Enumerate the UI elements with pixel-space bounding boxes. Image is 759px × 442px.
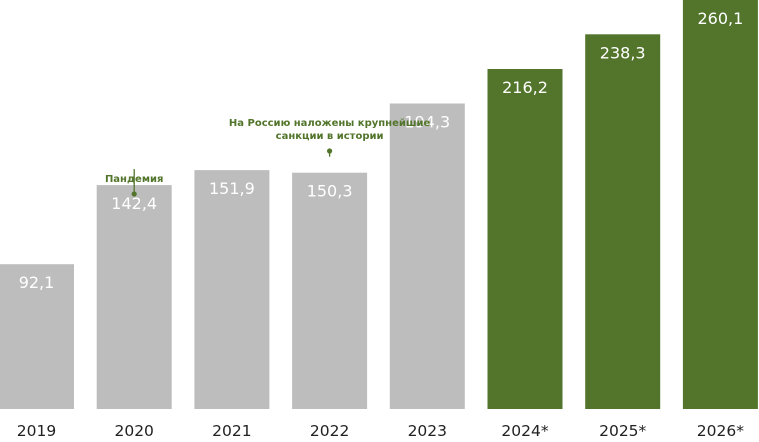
annotation-text: На Россию наложены крупнейшие <box>229 118 431 129</box>
bar-2020 <box>96 185 172 409</box>
bar-2023 <box>389 103 465 409</box>
value-label-2023: 194,3 <box>404 113 450 132</box>
annotation-2022: На Россию наложены крупнейшие санкции в и… <box>229 118 431 157</box>
annotations-group: Пандемия На Россию наложены крупнейшие сан… <box>105 118 431 197</box>
x-tick-label-2024-forecast: 2024* <box>501 422 548 440</box>
bar-2024-forecast <box>487 69 563 409</box>
value-label-2021: 151,9 <box>209 179 255 198</box>
bar-2026-forecast <box>682 0 758 409</box>
x-tick-label-2019: 2019 <box>17 422 56 440</box>
annotation-2020: Пандемия <box>105 169 163 197</box>
bar-2019 <box>0 264 74 409</box>
value-label-2022: 150,3 <box>307 182 353 201</box>
x-tick-label-2021: 2021 <box>212 422 251 440</box>
value-labels-group: 92,1 142,4 151,9 150,3 194,3 216,2 238,3 260,1 <box>19 9 744 292</box>
bar-2022 <box>292 172 368 409</box>
x-tick-labels-group: 2019 2020 2021 2022 2023 2024* 2025* 2026* <box>17 422 744 440</box>
bar-2021 <box>194 170 270 409</box>
bar-2025-forecast <box>585 34 661 410</box>
value-label-2026-forecast: 260,1 <box>697 9 743 28</box>
bars-group <box>0 0 758 410</box>
x-tick-label-2020: 2020 <box>114 422 153 440</box>
value-label-2024-forecast: 216,2 <box>502 78 548 97</box>
x-tick-label-2023: 2023 <box>408 422 447 440</box>
x-tick-label-2026-forecast: 2026* <box>697 422 744 440</box>
x-tick-label-2022: 2022 <box>310 422 349 440</box>
value-label-2025-forecast: 238,3 <box>600 43 646 62</box>
annotation-text: санкции в истории <box>276 131 384 142</box>
x-tick-label-2025-forecast: 2025* <box>599 422 646 440</box>
value-label-2019: 92,1 <box>19 273 55 292</box>
value-label-2020: 142,4 <box>111 194 157 213</box>
